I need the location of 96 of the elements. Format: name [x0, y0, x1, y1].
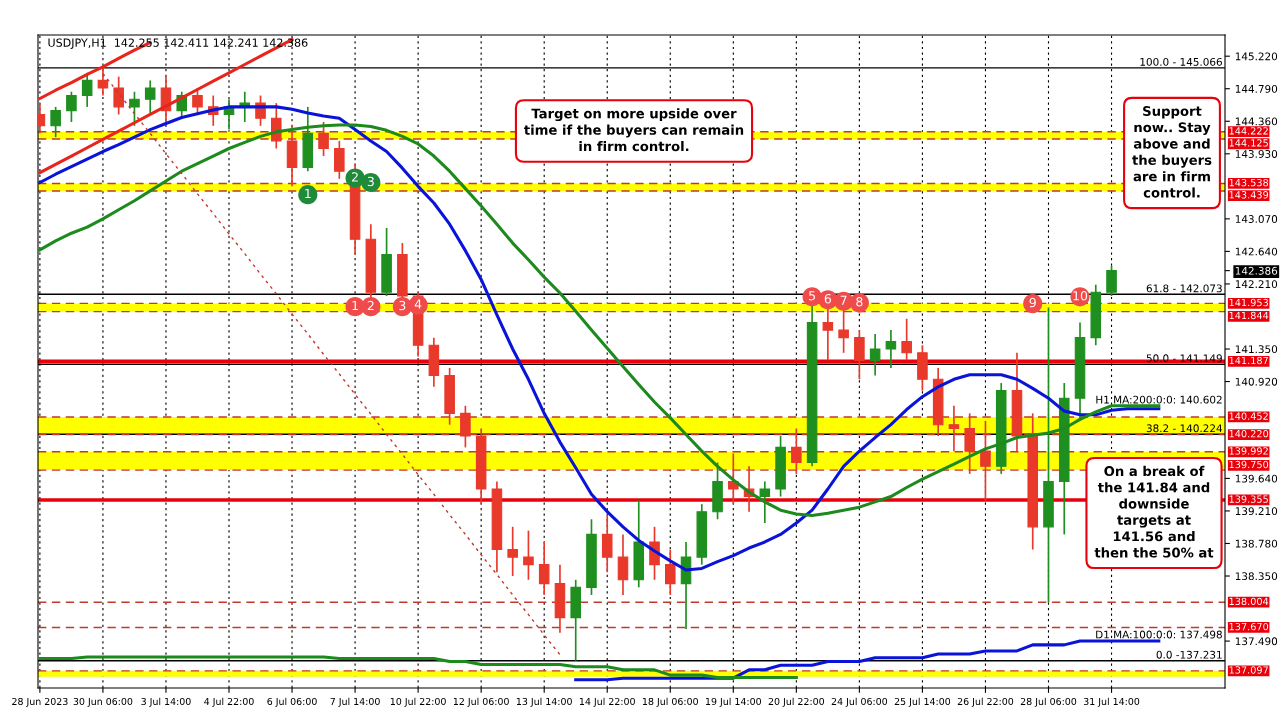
x-tick-label: 14 Jul 22:00	[579, 697, 635, 707]
y-tick-label: 139.210	[1235, 507, 1278, 516]
candlestick	[1106, 264, 1117, 297]
ref-line-label: 140.220	[1229, 429, 1269, 438]
candlestick	[66, 90, 77, 123]
y-tick-label: 145.220	[1235, 52, 1278, 61]
x-tick-label: 20 Jul 22:00	[768, 697, 825, 707]
x-tick-label: 10 Jul 22:00	[390, 697, 446, 707]
y-tick-label: 141.350	[1235, 345, 1278, 354]
candlestick	[318, 121, 329, 157]
x-tick-label: 3 Jul 14:00	[141, 697, 191, 707]
candlestick	[507, 525, 518, 577]
candlestick	[948, 404, 960, 452]
candlestick	[901, 317, 912, 362]
y-tick-label: 138.350	[1235, 572, 1278, 581]
y-tick-label: 142.386	[1235, 266, 1278, 275]
x-tick-label: 6 Jul 06:00	[267, 697, 317, 707]
ref-line-label: 141.187	[1229, 356, 1268, 365]
annotation: 38.2 - 140.224	[1146, 424, 1223, 433]
annotation: 1	[352, 300, 358, 311]
y-tick-label: 144.790	[1235, 84, 1278, 93]
candlestick	[964, 412, 975, 475]
annotation: 10	[1073, 290, 1088, 301]
annotation: H1 MA:200:0:0: 140.602	[1096, 395, 1222, 404]
candlestick	[97, 66, 109, 97]
candlestick	[50, 106, 61, 138]
candlestick	[664, 548, 676, 596]
annotation: 3	[399, 300, 406, 311]
candlestick	[601, 514, 613, 574]
y-tick-label: 140.920	[1235, 377, 1278, 386]
annotation: 0.0 -137.231	[1156, 650, 1222, 659]
candlestick	[617, 533, 629, 596]
annotation: 5	[809, 291, 815, 301]
ref-line-label: 141.953	[1229, 298, 1268, 307]
x-tick-label: 12 Jul 06:00	[453, 697, 509, 707]
annotation: 9	[1029, 297, 1036, 308]
y-tick-label: 139.640	[1235, 474, 1278, 483]
ref-line-label: 140.452	[1229, 412, 1268, 420]
x-tick-label: 26 Jul 22:00	[957, 697, 1014, 707]
x-tick-label: 7 Jul 14:00	[330, 697, 380, 707]
annotation: On a break of the 141.84 and downside targets at 141.56 and then the 50% at	[1094, 465, 1214, 558]
ref-line-label: 139.750	[1229, 460, 1269, 469]
annotation: D1 MA:100:0:0: 137.498	[1096, 630, 1222, 639]
y-tick-label: 137.490	[1235, 637, 1278, 646]
candlestick	[523, 529, 534, 581]
y-tick-label: 142.640	[1235, 247, 1278, 256]
x-tick-label: 30 Jun 06:00	[73, 697, 133, 707]
ref-line-label: 138.004	[1229, 597, 1269, 606]
y-tick-label: 143.930	[1235, 150, 1278, 158]
x-tick-label: 18 Jul 06:00	[642, 697, 698, 707]
annotation: 4	[414, 299, 422, 309]
ref-line-label: 137.097	[1229, 666, 1268, 674]
candlestick	[460, 404, 471, 449]
annotation: 7	[840, 295, 847, 305]
y-tick-label: 142.210	[1235, 280, 1278, 289]
x-tick-label: 28 Jul 06:00	[1020, 697, 1077, 707]
ref-line-label: 143.439	[1229, 191, 1269, 199]
candlestick	[728, 452, 739, 505]
x-tick-label: 13 Jul 14:00	[516, 697, 572, 707]
candlestick	[538, 541, 550, 596]
annotation: 6	[824, 294, 832, 304]
line-series	[38, 655, 798, 679]
x-tick-label: 28 Jun 2023	[12, 697, 68, 707]
candlestick	[980, 420, 991, 502]
x-tick-label: 19 Jul 14:00	[706, 697, 761, 707]
candlestick	[113, 75, 124, 116]
y-tick-label: 138.780	[1235, 539, 1278, 548]
candlestick	[854, 329, 865, 381]
y-tick-label: 143.070	[1235, 215, 1278, 223]
ref-line-label: 141.844	[1229, 311, 1269, 320]
annotation: Support now.. Stay above and the buyers are in firm control.	[1132, 106, 1212, 198]
ref-line-label: 143.538	[1229, 178, 1269, 187]
annotation: 3	[367, 176, 374, 187]
annotation: 61.8 - 142.073	[1146, 284, 1222, 293]
candlestick	[144, 79, 156, 116]
ref-line-label: 144.222	[1229, 127, 1268, 135]
x-tick-label: 4 Jul 22:00	[204, 697, 254, 707]
x-tick-label: 25 Jul 14:00	[894, 697, 951, 707]
annotation: 2	[352, 172, 358, 182]
annotation: 8	[856, 297, 863, 307]
candlestick	[869, 333, 881, 377]
candlestick	[885, 329, 897, 369]
x-tick-label: 31 Jul 14:00	[1083, 697, 1140, 707]
annotation: Target on more upside over time if the buyers can remain in firm control.	[524, 108, 744, 152]
x-tick-label: 24 Jul 06:00	[831, 697, 888, 707]
candlestick	[791, 427, 802, 475]
ref-line-label: 137.670	[1229, 622, 1269, 631]
ref-line-label: 144.125	[1229, 139, 1268, 147]
candlestick	[334, 140, 345, 180]
annotation: 100.0 - 145.066	[1140, 57, 1222, 66]
candlestick	[129, 90, 140, 127]
annotation: 1	[305, 188, 311, 199]
ref-line-label: 139.355	[1229, 495, 1268, 503]
annotation: 2	[367, 300, 374, 311]
y-tick-label: 144.360	[1235, 117, 1278, 126]
ref-line-label: 139.992	[1229, 447, 1268, 455]
